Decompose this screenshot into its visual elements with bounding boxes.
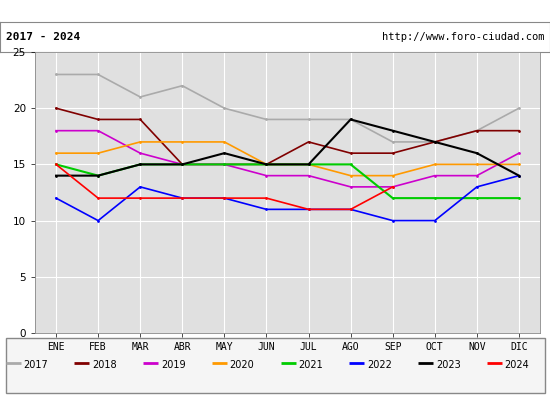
Text: 2021: 2021 xyxy=(298,360,323,370)
Text: 2024: 2024 xyxy=(505,360,529,370)
Text: 2019: 2019 xyxy=(161,360,185,370)
Text: Evolucion del paro registrado en Marrupe: Evolucion del paro registrado en Marrupe xyxy=(92,3,458,19)
Text: 2023: 2023 xyxy=(436,360,461,370)
Text: 2017 - 2024: 2017 - 2024 xyxy=(6,32,80,42)
Text: 2020: 2020 xyxy=(230,360,255,370)
FancyBboxPatch shape xyxy=(6,338,544,393)
Text: http://www.foro-ciudad.com: http://www.foro-ciudad.com xyxy=(382,32,544,42)
Text: 2022: 2022 xyxy=(367,360,392,370)
Text: 2018: 2018 xyxy=(92,360,117,370)
Text: 2017: 2017 xyxy=(23,360,48,370)
